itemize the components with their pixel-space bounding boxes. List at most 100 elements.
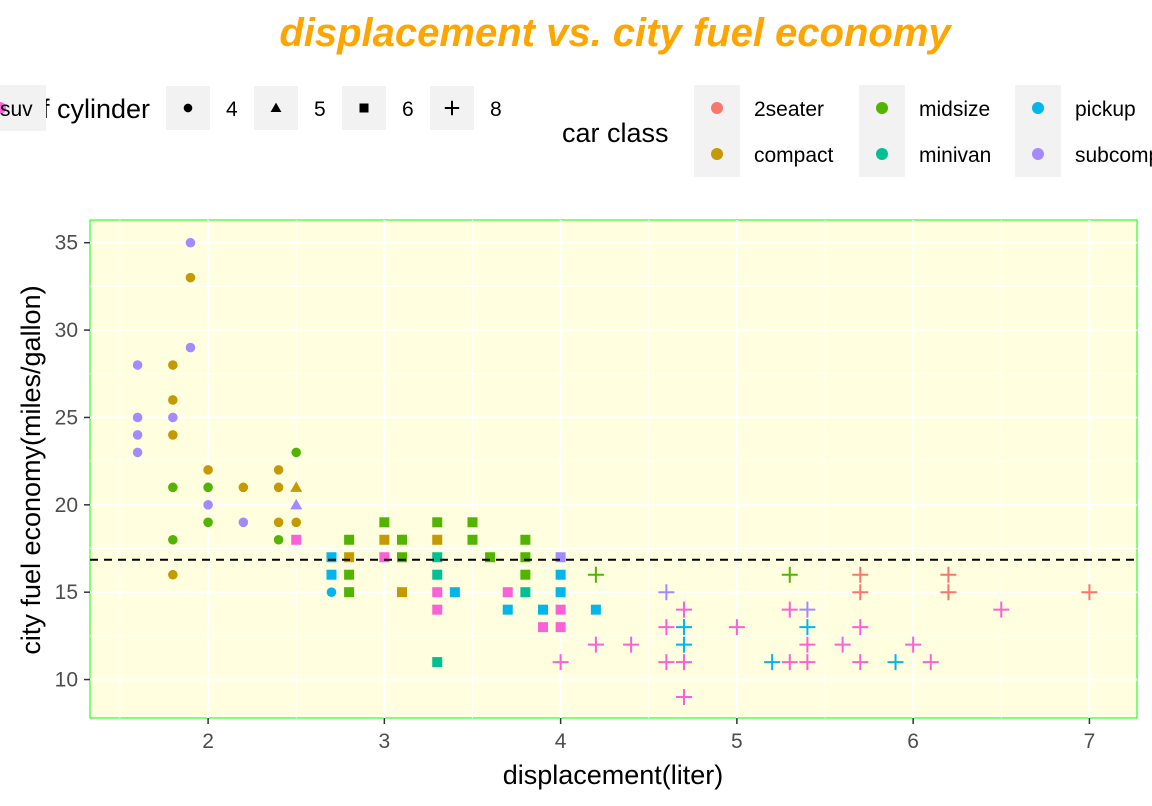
x-tick-label: 7 [1084, 730, 1096, 753]
data-point [290, 498, 303, 510]
data-point [168, 534, 178, 545]
data-point [502, 604, 513, 615]
data-point [555, 604, 566, 615]
legend-label: 6 [402, 98, 414, 121]
data-point [587, 566, 604, 583]
legend-key-circle [183, 103, 193, 113]
data-point [485, 552, 496, 563]
data-point [326, 552, 337, 563]
data-point [238, 482, 249, 493]
data-point [379, 517, 390, 528]
data-point [781, 566, 798, 583]
data-point [203, 500, 213, 510]
data-point [290, 481, 303, 492]
legend-key-square [359, 103, 369, 113]
legend-label: suv [0, 98, 33, 121]
data-point [185, 342, 196, 353]
data-point [502, 587, 513, 598]
data-point [1081, 584, 1098, 601]
data-point [993, 601, 1010, 618]
data-point [555, 569, 566, 580]
data-point [676, 654, 693, 671]
data-point [168, 360, 178, 370]
data-point [799, 601, 816, 618]
data-point [781, 654, 798, 671]
data-point [168, 482, 178, 493]
data-point [520, 534, 531, 545]
data-point [132, 447, 143, 458]
data-point [905, 636, 922, 653]
legend-key-color [711, 148, 723, 160]
x-tick-label: 2 [202, 730, 214, 753]
data-point [273, 517, 284, 528]
data-point [432, 657, 443, 668]
data-point [432, 552, 443, 563]
data-point [203, 482, 213, 493]
data-point [326, 569, 337, 580]
y-tick-label: 35 [55, 232, 78, 255]
data-point [676, 601, 693, 618]
legend-key-color [1032, 148, 1044, 160]
legend-label: pickup [1075, 98, 1136, 121]
data-point [623, 636, 640, 653]
legend-key-color [876, 102, 888, 114]
data-point [203, 465, 213, 475]
legend-label: minivan [919, 144, 991, 167]
x-tick-label: 4 [555, 730, 567, 753]
y-tick-label: 25 [55, 406, 78, 429]
data-point [728, 619, 745, 636]
data-point [168, 395, 178, 405]
data-point [922, 654, 939, 671]
data-point [379, 552, 390, 563]
data-point [432, 517, 443, 528]
data-point [537, 622, 548, 633]
data-point [467, 517, 478, 528]
y-axis-label: city fuel economy(miles/gallon) [16, 285, 46, 654]
data-point [658, 654, 675, 671]
data-point [132, 412, 143, 423]
data-point [537, 604, 548, 615]
data-point [467, 534, 478, 545]
data-point [799, 654, 816, 671]
data-point [344, 552, 355, 563]
x-tick-label: 3 [379, 730, 391, 753]
y-tick-label: 10 [55, 669, 78, 692]
data-point [887, 654, 904, 671]
x-axis: 2 3 4 5 6 7 [202, 718, 1095, 753]
data-point [555, 552, 566, 563]
data-point [344, 534, 355, 545]
x-axis-label: displacement(liter) [503, 760, 724, 790]
legend-label: 4 [226, 98, 238, 121]
y-tick-label: 20 [55, 494, 78, 517]
legend-key-color [876, 148, 888, 160]
legend-key-color [711, 102, 723, 114]
data-point [273, 465, 284, 475]
legend-key-color [0, 102, 6, 114]
legend-label: 8 [490, 98, 502, 121]
data-point [291, 517, 302, 528]
plot-panel [89, 219, 1138, 719]
legend-label: compact [754, 144, 834, 167]
data-point [555, 587, 566, 598]
legend-label: 2seater [754, 98, 824, 121]
data-point [432, 604, 443, 615]
data-point [168, 569, 178, 580]
data-point [940, 566, 957, 583]
data-point [852, 619, 869, 636]
data-point [834, 636, 851, 653]
y-tick-label: 15 [55, 581, 78, 604]
legend-key-triangle [270, 102, 282, 113]
grid-lines [90, 220, 1137, 718]
data-point [852, 654, 869, 671]
data-point [940, 584, 957, 601]
data-point [799, 619, 816, 636]
data-point [590, 604, 601, 615]
data-point [132, 360, 143, 370]
data-point [203, 517, 213, 528]
legend-label: subcompact [1075, 144, 1152, 167]
y-tick-label: 30 [55, 319, 78, 342]
data-point [344, 569, 355, 580]
y-axis: 10 15 20 25 30 35 [55, 232, 90, 692]
data-points [132, 237, 1098, 706]
data-point [520, 552, 531, 563]
